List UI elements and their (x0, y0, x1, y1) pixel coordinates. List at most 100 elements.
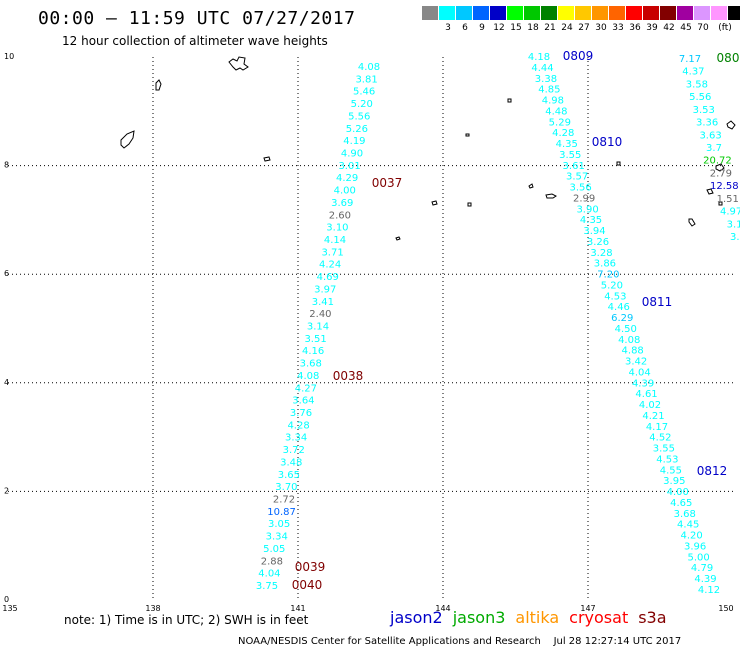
swh-value: 5.56 (689, 92, 711, 103)
legend-item-cryosat: cryosat (569, 608, 629, 627)
pass-id-label: 0037 (372, 176, 403, 190)
island-coastline (228, 56, 249, 71)
scale-swatch (677, 6, 694, 20)
legend-item-s3a: s3a (638, 608, 667, 627)
scale-label: 70 (697, 23, 709, 33)
swh-value: 3.68 (300, 359, 322, 370)
scale-unit: (ft) (718, 23, 732, 33)
swh-value: 5.20 (351, 99, 373, 110)
swh-value: 3.56 (569, 183, 591, 194)
swh-value: 4.35 (556, 139, 578, 150)
scale-label: 42 (663, 23, 675, 33)
swh-value: 3.65 (278, 470, 300, 481)
swh-value: 4.28 (552, 128, 574, 139)
y-tick-label: 2 (4, 486, 9, 495)
swh-value: 3.94 (583, 226, 605, 237)
swh-value: 5.46 (353, 87, 375, 98)
island-coastline (120, 130, 135, 149)
y-tick-label: 6 (4, 269, 9, 278)
scale-swatch (575, 6, 592, 20)
swh-value: 4.24 (319, 260, 341, 271)
island-coastline (465, 133, 470, 137)
island-coastline (467, 202, 472, 207)
swh-value: 4.04 (628, 367, 650, 378)
scale-swatch (626, 6, 643, 20)
swh-value: 4.69 (317, 272, 339, 283)
swh-value: 3.51 (304, 334, 326, 345)
swh-value: 3.34 (285, 433, 307, 444)
swh-value: 4.65 (670, 498, 692, 509)
swh-value: 4.35 (580, 215, 602, 226)
scale-swatch (473, 6, 490, 20)
scale-label: 6 (462, 23, 468, 33)
swh-value: 3.72 (283, 445, 305, 456)
island-coastline (616, 161, 621, 166)
y-tick-label: 10 (4, 52, 14, 61)
swh-value: 4.28 (287, 420, 309, 431)
swh-value: 4.39 (694, 574, 716, 585)
swh-value: 4.18 (528, 52, 550, 63)
swh-value: 3.01 (338, 161, 360, 172)
swh-value: 4.16 (302, 346, 324, 357)
swh-value: 3.96 (684, 541, 706, 552)
swh-value: 4.08 (297, 371, 319, 382)
x-tick-label: 147 (580, 604, 595, 613)
swh-value: 3.81 (355, 74, 377, 85)
swh-value: 6.29 (611, 313, 633, 324)
chart-subtitle: 12 hour collection of altimeter wave hei… (62, 34, 328, 48)
y-tick-label: 8 (4, 161, 9, 170)
swh-value: 20.72 (703, 156, 732, 167)
swh-value: 3.41 (312, 297, 334, 308)
swh-value: 4.39 (632, 378, 654, 389)
scale-label: 33 (612, 23, 624, 33)
swh-value: 4.17 (646, 422, 668, 433)
scale-swatch (660, 6, 677, 20)
swh-value: 4.45 (677, 520, 699, 531)
scale-label: 9 (479, 23, 485, 33)
scale-label: 36 (629, 23, 641, 33)
swh-value: 3.90 (576, 204, 598, 215)
swh-value: 4.50 (615, 324, 637, 335)
swh-value: 3.97 (314, 284, 336, 295)
swh-value: 5.20 (601, 280, 623, 291)
scale-label: 30 (595, 23, 607, 33)
scale-swatch (711, 6, 728, 20)
island-coastline (155, 79, 162, 91)
swh-value: 2.79 (710, 168, 732, 179)
island-coastline (688, 218, 696, 227)
swh-value: 4.37 (682, 67, 704, 78)
swh-value: 5.26 (346, 124, 368, 135)
swh-value: 3.64 (292, 396, 314, 407)
swh-value: 3.55 (653, 444, 675, 455)
swh-value: 4.12 (698, 585, 720, 596)
legend-item-altika: altika (515, 608, 560, 627)
swh-value: 4.21 (642, 411, 664, 422)
legend-item-jason2: jason2 (390, 608, 443, 627)
swh-value: 4.27 (295, 383, 317, 394)
pass-id-label: 0040 (292, 578, 323, 592)
scale-swatch (609, 6, 626, 20)
swh-value: 4.53 (604, 291, 626, 302)
scale-swatch (490, 6, 507, 20)
scale-swatch (422, 6, 439, 20)
x-tick-label: 135 (2, 604, 17, 613)
swh-value: 4.44 (531, 63, 553, 74)
swh-value: 3.76 (290, 408, 312, 419)
island-coastline (545, 193, 557, 199)
swh-value: 3.1 (727, 219, 740, 230)
swh-value: 4.48 (545, 106, 567, 117)
swh-value: 4.98 (542, 96, 564, 107)
footnote: note: 1) Time is in UTC; 2) SWH is in fe… (64, 613, 309, 627)
swh-value: 3.61 (563, 161, 585, 172)
swh-value: 4.00 (667, 487, 689, 498)
swh-value: 4.00 (334, 186, 356, 197)
swh-value: 5.00 (687, 552, 709, 563)
swh-value: 3.26 (587, 237, 609, 248)
x-tick-label: 141 (290, 604, 305, 613)
swh-value: 3.68 (674, 509, 696, 520)
island-coastline (528, 183, 534, 189)
swh-value: 3.71 (321, 247, 343, 258)
pass-id-label: 0811 (642, 295, 673, 309)
pass-id-label: 0809 (563, 49, 594, 63)
swh-value: 3.53 (693, 105, 715, 116)
